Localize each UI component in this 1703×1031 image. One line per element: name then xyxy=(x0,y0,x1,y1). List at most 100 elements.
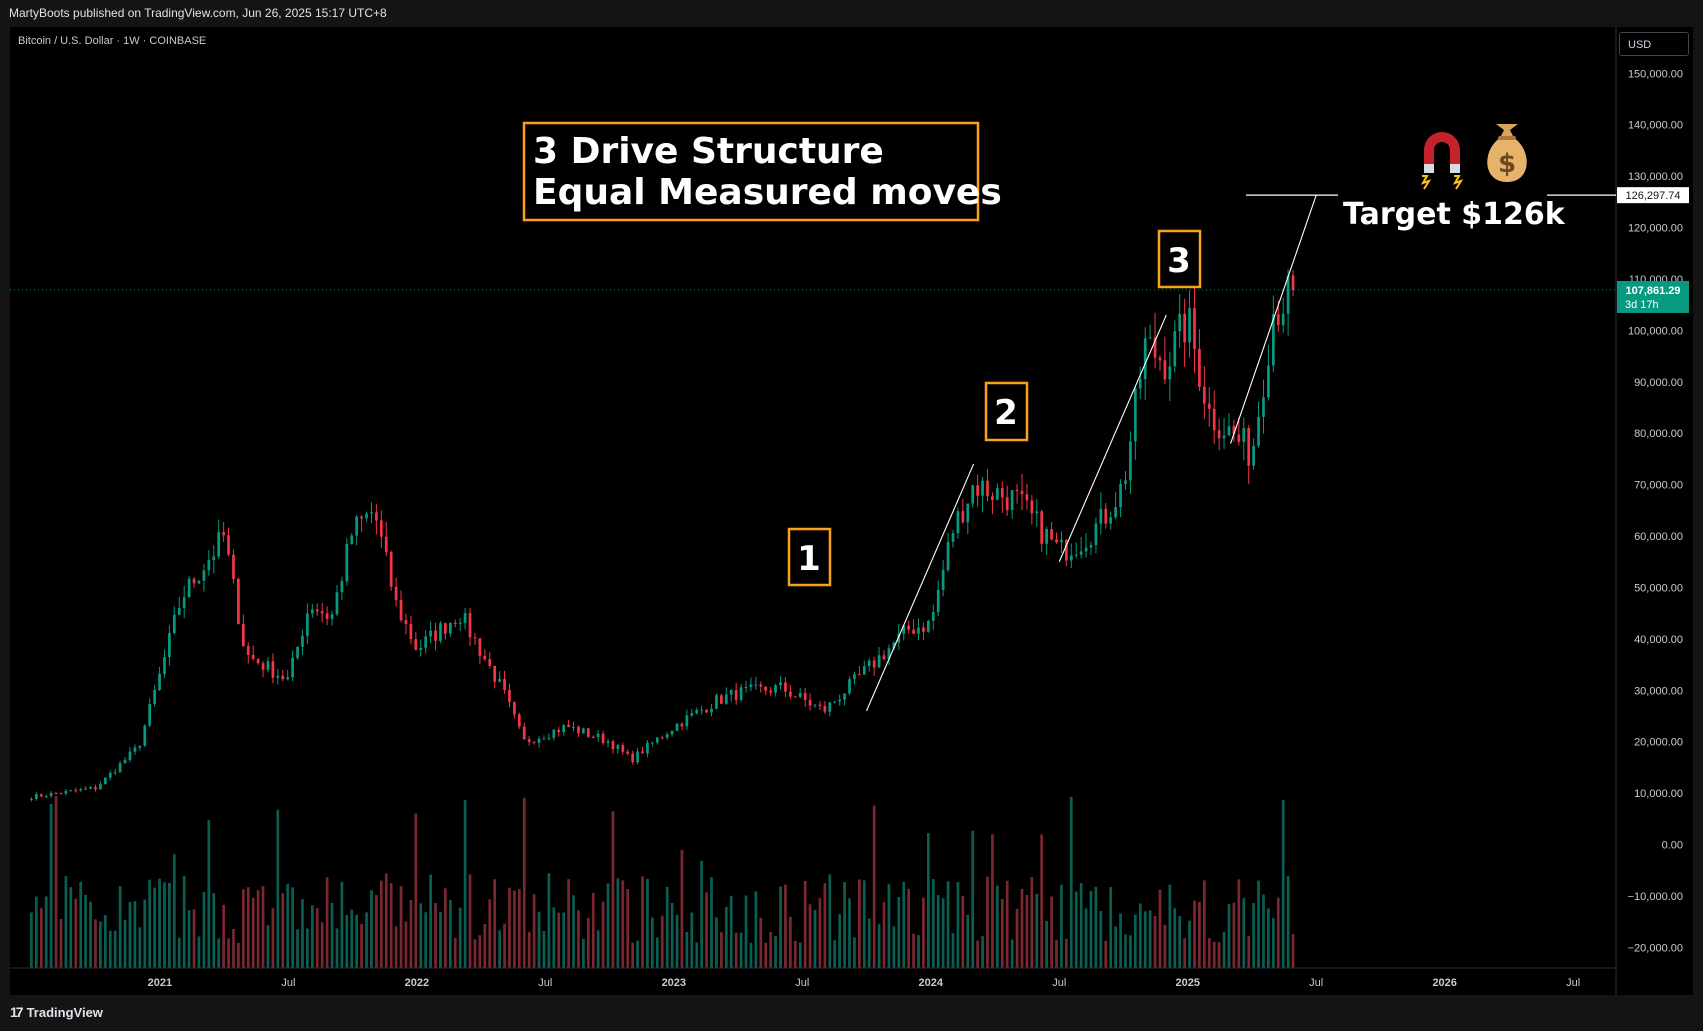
publish-header: MartyBoots published on TradingView.com,… xyxy=(0,0,1703,27)
candle-body xyxy=(1158,357,1162,361)
volume-bar xyxy=(1050,896,1053,968)
volume-bar xyxy=(370,890,373,968)
candle-body xyxy=(527,739,531,742)
volume-bar xyxy=(567,879,570,968)
volume-bar xyxy=(163,882,166,968)
drive-lines xyxy=(866,194,1317,712)
symbol-info[interactable]: Bitcoin / U.S. Dollar · 1W · COINBASE xyxy=(18,35,207,47)
volume-bar xyxy=(286,883,290,968)
volume-bar xyxy=(522,797,526,968)
price-tick-label: 20,000.00 xyxy=(1634,737,1683,749)
volume-bar xyxy=(784,884,787,968)
price-tick-label: 100,000.00 xyxy=(1628,325,1683,337)
drive-label-2[interactable]: 2 xyxy=(984,381,1029,442)
candle-body xyxy=(917,627,920,634)
money-bag-icon: $ xyxy=(1487,124,1527,182)
candle-body xyxy=(1030,500,1034,514)
chart-panel[interactable] xyxy=(10,27,1693,995)
candle-body xyxy=(49,793,53,797)
currency-button[interactable]: USD xyxy=(1619,32,1689,56)
candle-body xyxy=(941,569,945,590)
volume-bar xyxy=(350,909,354,968)
candle-body xyxy=(586,728,590,737)
candle-body xyxy=(1045,529,1048,544)
drive-line[interactable] xyxy=(1058,314,1167,562)
candle-body xyxy=(187,578,191,598)
volume-bar xyxy=(710,877,713,968)
candle-body xyxy=(764,686,768,691)
target-annotation[interactable]: Target $126k xyxy=(1246,194,1616,232)
candle-body xyxy=(912,629,915,634)
drive-line[interactable] xyxy=(866,463,975,712)
candle-body xyxy=(1000,488,1004,498)
candle-body xyxy=(345,543,349,582)
volume-bar xyxy=(557,912,561,968)
volume-bar xyxy=(266,925,270,968)
candle-body xyxy=(409,623,413,640)
candle-body xyxy=(325,613,329,619)
volume-bar xyxy=(44,896,48,968)
price-tick-label: 120,000.00 xyxy=(1628,223,1683,235)
candle-body xyxy=(838,699,842,702)
candle-body xyxy=(434,630,437,641)
volume-bar xyxy=(419,903,423,968)
volume-bar xyxy=(862,880,866,968)
time-tick-label: 2021 xyxy=(148,977,172,989)
candle-body xyxy=(680,723,684,727)
countdown-text: 3d 17h xyxy=(1625,299,1659,311)
volume-bar xyxy=(976,940,979,968)
candle-body xyxy=(823,705,827,712)
volume-bar xyxy=(729,895,733,968)
candle-body xyxy=(606,741,610,744)
volume-bar xyxy=(439,911,442,968)
volume-bar xyxy=(1104,940,1108,968)
candle-body xyxy=(291,657,294,678)
candle-body xyxy=(335,592,339,615)
volume-bar xyxy=(995,885,999,968)
candle-body xyxy=(296,646,299,658)
candle-body xyxy=(848,679,851,694)
candle-body xyxy=(1064,539,1068,561)
volume-bar xyxy=(749,942,753,968)
tradingview-logo[interactable]: 17 TradingView xyxy=(10,1004,103,1020)
drive-label-1[interactable]: 1 xyxy=(787,527,832,587)
volume-bar xyxy=(606,883,610,968)
volume-bar xyxy=(685,931,689,968)
volume-bar xyxy=(1158,889,1162,968)
volume-bar xyxy=(1153,916,1157,968)
drive-line[interactable] xyxy=(1230,194,1317,444)
volume-bar xyxy=(532,894,536,968)
candle-body xyxy=(956,511,960,534)
candle-body xyxy=(897,633,901,643)
candle-body xyxy=(153,690,156,705)
title-annotation[interactable]: 3 Drive Structure Equal Measured moves xyxy=(522,121,1002,222)
candle-body xyxy=(1060,539,1063,543)
candle-body xyxy=(626,751,630,754)
volume-bar xyxy=(448,899,452,968)
candle-body xyxy=(1055,539,1058,543)
candle-body xyxy=(651,742,654,744)
drive-label-3[interactable]: 3 xyxy=(1157,229,1202,289)
candle-body xyxy=(320,611,324,614)
candle-body xyxy=(1202,386,1206,404)
volume-bar xyxy=(1035,893,1039,968)
target-price-tag xyxy=(1617,187,1689,204)
time-axis[interactable]: 2021 Jul 2022 Jul 2023 Jul 2024 Jul 2025 Jul 2026 J… xyxy=(148,977,1581,989)
candle-body xyxy=(700,709,704,711)
price-tick-label: 80,000.00 xyxy=(1634,428,1683,440)
volume-bar xyxy=(1247,935,1251,968)
candle-body xyxy=(478,638,482,656)
candle-body xyxy=(286,677,290,680)
volume-bar xyxy=(1000,898,1004,968)
candle-body xyxy=(1129,441,1132,481)
candle-body xyxy=(1138,379,1142,389)
time-tick-label: Jul xyxy=(1309,977,1323,989)
price-tick-label: 50,000.00 xyxy=(1634,582,1683,594)
candle-body xyxy=(724,694,728,704)
volume-bar xyxy=(1129,935,1132,968)
candle-body xyxy=(301,635,304,647)
volume-bar xyxy=(281,893,285,968)
candle-body xyxy=(261,663,265,670)
candle-body xyxy=(473,637,477,639)
